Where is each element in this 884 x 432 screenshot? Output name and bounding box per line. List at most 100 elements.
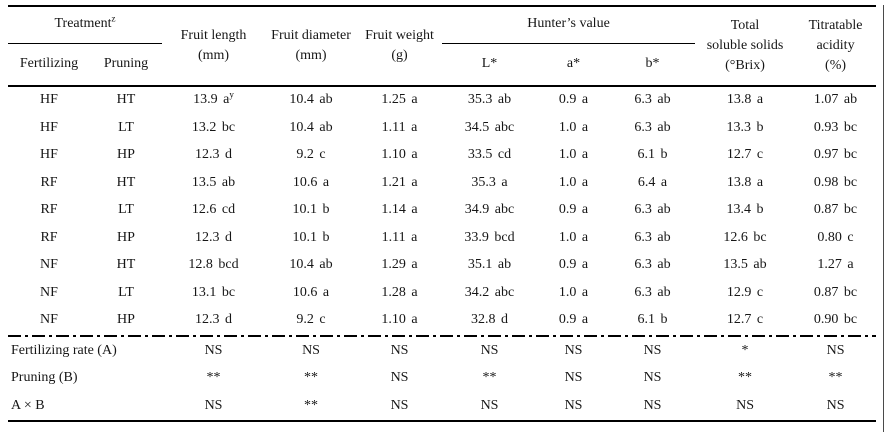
sig-fruit-length: ** — [206, 370, 221, 386]
cell-b-star: 6.3 ab — [634, 119, 671, 135]
table-row: NF HP 12.3 d 9.2 c 1.10 a 32.8 d 0.9 a 6.1 b 12.… — [8, 307, 876, 335]
treatment-header: Treatmentz — [8, 6, 163, 44]
cell-fertilizing: HF — [40, 92, 58, 108]
cell-a-star: 1.0 a — [558, 119, 589, 135]
sig-fruit-weight: NS — [390, 397, 409, 413]
sig-tss: NS — [736, 397, 754, 413]
fruit-length-label: Fruit length — [180, 27, 247, 43]
fruit-length-header: Fruit length (mm) — [162, 6, 266, 87]
cell-tss: 12.6 bc — [723, 229, 767, 245]
sig-b-star: NS — [643, 370, 662, 386]
cell-fertilizing: HF — [40, 119, 58, 135]
sig-ta: NS — [826, 342, 845, 358]
cell-a-star: 1.0 a — [558, 284, 589, 300]
cell-b-star: 6.1 b — [637, 312, 668, 328]
cell-l-star: 35.3 a — [471, 174, 508, 190]
cell-ta: 0.87 bc — [813, 284, 858, 300]
cell-fruit-diameter: 9.2 c — [296, 147, 326, 163]
cell-fruit-diameter: 10.6 a — [292, 284, 330, 300]
cell-b-star: 6.3 ab — [634, 284, 671, 300]
cell-a-star: 0.9 a — [558, 257, 589, 273]
cell-fruit-length: 13.5 ab — [191, 174, 236, 190]
cell-pruning: LT — [118, 202, 134, 218]
fruit-length-unit: (mm) — [197, 48, 230, 63]
tss-label-line1: Total — [730, 17, 760, 33]
cell-fruit-length: 12.3 d — [195, 312, 233, 328]
sig-fruit-diameter: ** — [304, 370, 319, 386]
cell-tss: 12.9 c — [726, 284, 764, 300]
cell-b-star: 6.1 b — [637, 147, 668, 163]
cell-fruit-weight: 1.21 a — [381, 174, 418, 190]
footnote-sup: y — [229, 89, 234, 100]
ta-unit: (%) — [825, 58, 847, 74]
cell-a-star: 1.0 a — [558, 147, 589, 163]
sig-tss: * — [741, 342, 749, 358]
sig-fruit-weight: NS — [390, 370, 409, 386]
cell-fruit-weight: 1.11 a — [381, 119, 418, 135]
cell-pruning: HP — [117, 147, 135, 163]
cell-fruit-length: 12.3 d — [195, 229, 233, 245]
cell-fertilizing: NF — [40, 312, 58, 328]
cell-fruit-weight: 1.10 a — [381, 312, 418, 328]
cell-pruning: LT — [118, 119, 134, 135]
table-row: HF HP 12.3 d 9.2 c 1.10 a 33.5 cd 1.0 a 6.1 b 12… — [8, 142, 876, 170]
cell-ta: 0.98 bc — [813, 174, 858, 190]
cell-pruning: HT — [116, 257, 136, 273]
fruit-weight-header: Fruit weight (g) — [357, 6, 443, 87]
hunters-value-header: Hunter’s value — [442, 6, 696, 44]
cell-b-star: 6.3 ab — [634, 92, 671, 108]
pruning-header: Pruning — [90, 43, 163, 87]
sig-l-star: NS — [480, 397, 499, 413]
table-header: Treatmentz Fruit length (mm) Fruit diamet… — [8, 6, 877, 87]
fruit-weight-label: Fruit weight — [365, 27, 434, 43]
cell-fertilizing: HF — [40, 147, 58, 163]
cell-fruit-diameter: 10.4 ab — [289, 119, 333, 135]
cell-b-star: 6.3 ab — [634, 229, 671, 245]
table-row: RF LT 12.6 cd 10.1 b 1.14 a 34.9 abc 0.9 a 6.3 … — [8, 197, 876, 225]
significance-label: Fertilizing rate (A) — [11, 342, 117, 358]
ta-label-line1: Titratable — [808, 17, 863, 33]
cell-l-star: 33.5 cd — [467, 147, 512, 163]
sig-ta: NS — [826, 397, 845, 413]
treatment-label: Treatment — [54, 16, 112, 32]
cell-tss: 13.4 b — [726, 202, 764, 218]
table-row: RF HP 12.3 d 10.1 b 1.11 a 33.9 bcd 1.0 a 6.3 a… — [8, 225, 876, 253]
sig-a-star: NS — [564, 397, 583, 413]
fruit-weight-unit: (g) — [391, 48, 408, 63]
cell-fruit-length: 13.9 ay — [193, 89, 234, 108]
cell-fruit-diameter: 10.1 b — [292, 202, 330, 218]
cell-fruit-weight: 1.11 a — [381, 229, 418, 245]
cell-a-star: 1.0 a — [558, 174, 589, 190]
sig-fruit-diameter: NS — [302, 342, 320, 358]
cell-fertilizing: RF — [40, 202, 58, 218]
sig-l-star: NS — [480, 342, 499, 358]
cell-fruit-length: 12.3 d — [195, 147, 233, 163]
table-row: HF LT 13.2 bc 10.4 ab 1.11 a 34.5 abc 1.0 a 6.3… — [8, 115, 876, 143]
cell-ta: 0.97 bc — [813, 147, 858, 163]
cell-b-star: 6.3 ab — [634, 202, 671, 218]
tss-label-line2: soluble solids — [706, 37, 784, 53]
sig-tss: ** — [738, 370, 753, 386]
cell-fruit-length: 12.8 bcd — [188, 257, 239, 273]
dash-dot-rule — [8, 335, 877, 337]
cell-a-star: 0.9 a — [558, 202, 589, 218]
cell-fruit-length: 13.1 bc — [191, 284, 236, 300]
fertilizing-header: Fertilizing — [8, 43, 90, 87]
cell-ta: 0.87 bc — [813, 202, 858, 218]
sig-ta: ** — [828, 370, 843, 386]
tss-unit: (°Brix) — [725, 58, 765, 74]
cell-a-star: 1.0 a — [558, 229, 589, 245]
fruit-diameter-header: Fruit diameter (mm) — [265, 6, 358, 87]
sig-a-star: NS — [564, 342, 583, 358]
cell-fertilizing: RF — [40, 174, 58, 190]
cell-ta: 1.27 a — [817, 257, 854, 273]
cell-tss: 13.8 a — [726, 174, 764, 190]
cell-tss: 13.3 b — [726, 119, 764, 135]
sig-l-star: ** — [482, 370, 497, 386]
cell-l-star: 34.2 abc — [464, 284, 515, 300]
cell-fruit-weight: 1.29 a — [381, 257, 418, 273]
cell-pruning: HP — [117, 312, 135, 328]
b-star-header: b* — [610, 43, 696, 87]
cell-ta: 0.90 bc — [813, 312, 858, 328]
l-star-header: L* — [442, 43, 538, 87]
